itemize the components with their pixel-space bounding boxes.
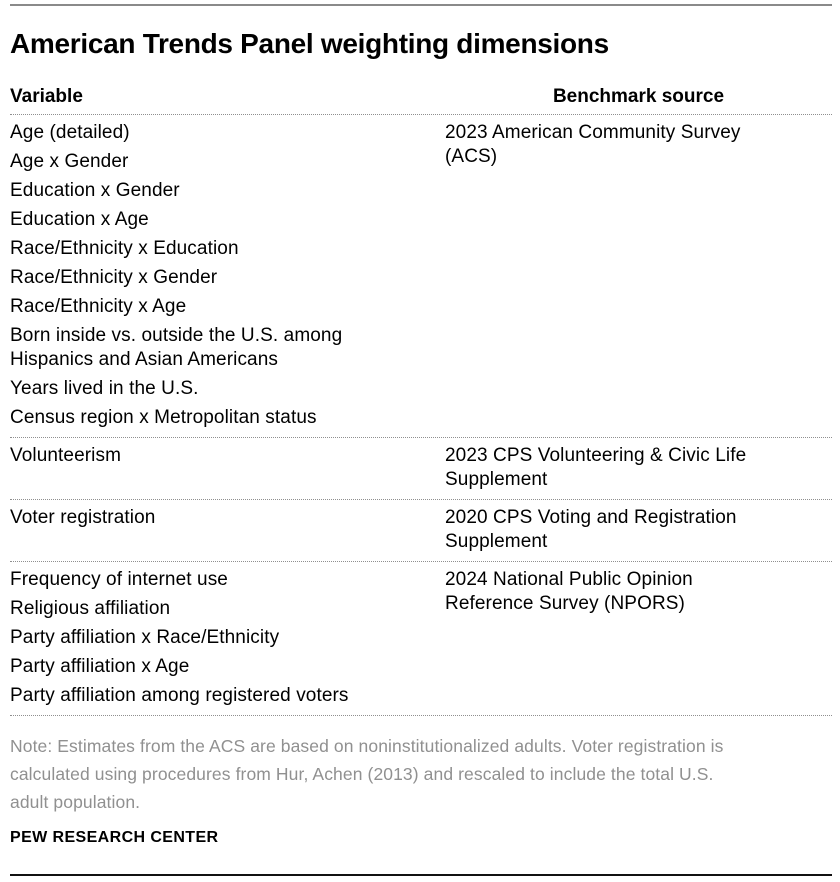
column-header-benchmark-source: Benchmark source [552,86,725,107]
variable-item: Education x Age [10,209,149,230]
variable-item: Race/Ethnicity x Education [10,238,239,259]
variable-item: Party affiliation x Age [10,656,190,677]
benchmark-source-cell: 2023 American Community Survey (ACS) [445,122,741,167]
variable-item: Age (detailed) [10,122,130,143]
variable-item: Race/Ethnicity x Gender [10,267,218,288]
note-text: Note: Estimates from the ACS are based o… [10,736,724,812]
source-label: PEW RESEARCH CENTER [10,829,219,846]
variable-cell: Volunteerism [10,444,445,492]
table-section-volunteerism: Volunteerism 2023 CPS Volunteering & Civ… [10,438,832,500]
variable-item: Religious affiliation [10,598,171,619]
variable-item: Race/Ethnicity x Age [10,296,187,317]
variable-cell: Age (detailed) Age x Gender Education x … [10,121,445,430]
top-rule [10,4,832,6]
variable-item: Census region x Metropolitan status [10,407,317,428]
benchmark-source-cell: 2024 National Public Opinion Reference S… [445,569,693,614]
column-header-variable: Variable [10,86,83,107]
weighting-dimensions-table: Variable Benchmark source Age (detailed)… [10,86,832,716]
variable-cell: Frequency of internet use Religious affi… [10,568,445,708]
variable-item: Born inside vs. outside the U.S. among H… [10,325,343,370]
benchmark-source-cell: 2023 CPS Volunteering & Civic Life Suppl… [445,445,747,490]
table-section-acs: Age (detailed) Age x Gender Education x … [10,115,832,438]
variable-item: Years lived in the U.S. [10,378,199,399]
variable-item: Education x Gender [10,180,180,201]
variable-item: Voter registration [10,507,156,528]
table-header-row: Variable Benchmark source [10,86,832,115]
variable-item: Volunteerism [10,445,122,466]
table-section-npors: Frequency of internet use Religious affi… [10,562,832,716]
page-title: American Trends Panel weighting dimensio… [10,28,609,59]
variable-cell: Voter registration [10,506,445,554]
variable-item: Frequency of internet use [10,569,228,590]
variable-item: Party affiliation x Race/Ethnicity [10,627,280,648]
variable-item: Age x Gender [10,151,129,172]
bottom-rule [10,874,832,876]
benchmark-source-cell: 2020 CPS Voting and Registration Supplem… [445,507,737,552]
variable-item: Party affiliation among registered voter… [10,685,349,706]
table-section-voter-registration: Voter registration 2020 CPS Voting and R… [10,500,832,562]
